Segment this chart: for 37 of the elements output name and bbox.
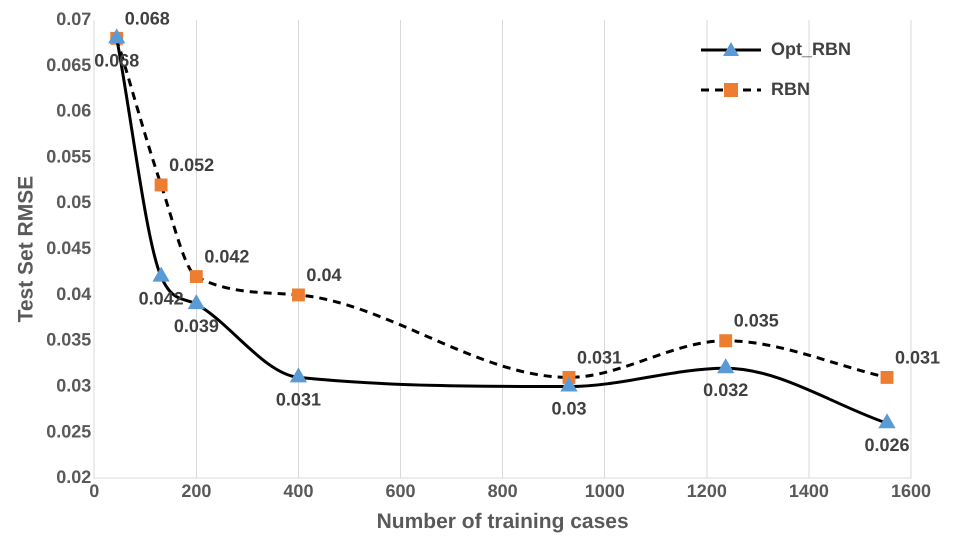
data-label: 0.032 [703, 380, 748, 400]
y-tick-label: 0.07 [56, 8, 92, 29]
data-label: 0.03 [551, 398, 587, 419]
y-tick-label: 0.035 [46, 330, 92, 350]
data-label: 0.039 [174, 316, 219, 336]
x-tick-label: 200 [181, 480, 212, 501]
x-tick-label: 1600 [890, 480, 932, 501]
y-tick-label: 0.05 [56, 192, 92, 212]
x-tick-label: 600 [386, 480, 416, 501]
data-label: 0.031 [895, 347, 940, 368]
data-label: 0.068 [124, 8, 170, 28]
data-label: 0.042 [204, 246, 250, 267]
legend-label: Opt_RBN [771, 38, 851, 59]
x-axis-title: Number of training cases [376, 510, 629, 534]
y-tick-label: 0.06 [56, 100, 92, 121]
x-tick-label: 1400 [788, 480, 829, 501]
data-label: 0.04 [306, 264, 342, 285]
x-tick-label: 400 [283, 480, 314, 501]
data-label: 0.026 [864, 435, 910, 456]
data-label: 0.031 [276, 389, 321, 410]
x-tick-label: 1200 [686, 480, 727, 501]
x-tick-label: 800 [488, 480, 518, 501]
data-label: 0.035 [734, 310, 779, 331]
data-label: 0.031 [576, 347, 622, 368]
y-tick-label: 0.055 [46, 146, 92, 166]
y-tick-label: 0.02 [56, 467, 92, 488]
x-tick-label: 0 [89, 480, 100, 501]
data-label: 0.042 [138, 288, 184, 309]
y-tick-label: 0.04 [56, 284, 92, 304]
legend-label: RBN [771, 78, 810, 99]
y-tick-label: 0.065 [46, 54, 92, 75]
y-axis-title: Test Set RMSE [14, 176, 38, 322]
y-tick-label: 0.045 [46, 238, 92, 258]
y-tick-label: 0.03 [56, 376, 92, 396]
data-label: 0.052 [169, 154, 214, 175]
x-tick-label: 1000 [584, 480, 625, 501]
y-tick-label: 0.025 [46, 421, 92, 442]
